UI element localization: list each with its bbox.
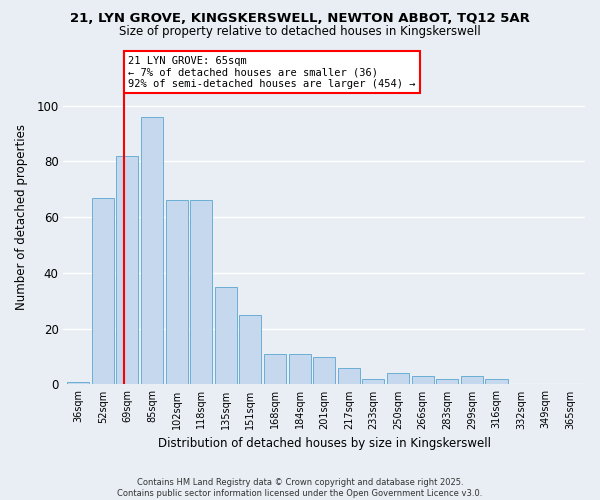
Bar	[338, 368, 360, 384]
Text: 21, LYN GROVE, KINGSKERSWELL, NEWTON ABBOT, TQ12 5AR: 21, LYN GROVE, KINGSKERSWELL, NEWTON ABB…	[70, 12, 530, 26]
Y-axis label: Number of detached properties: Number of detached properties	[15, 124, 28, 310]
Bar	[461, 376, 483, 384]
Bar	[387, 374, 409, 384]
Bar	[436, 379, 458, 384]
Text: Contains HM Land Registry data © Crown copyright and database right 2025.
Contai: Contains HM Land Registry data © Crown c…	[118, 478, 482, 498]
Bar	[141, 117, 163, 384]
Bar	[264, 354, 286, 384]
Bar	[239, 315, 262, 384]
Text: 21 LYN GROVE: 65sqm
← 7% of detached houses are smaller (36)
92% of semi-detache: 21 LYN GROVE: 65sqm ← 7% of detached hou…	[128, 56, 416, 89]
Bar	[289, 354, 311, 384]
Bar	[166, 200, 188, 384]
Bar	[67, 382, 89, 384]
Bar	[485, 379, 508, 384]
X-axis label: Distribution of detached houses by size in Kingskerswell: Distribution of detached houses by size …	[158, 437, 491, 450]
Bar	[116, 156, 139, 384]
Bar	[412, 376, 434, 384]
Bar	[215, 287, 237, 384]
Bar	[190, 200, 212, 384]
Bar	[313, 356, 335, 384]
Text: Size of property relative to detached houses in Kingskerswell: Size of property relative to detached ho…	[119, 25, 481, 38]
Bar	[92, 198, 114, 384]
Bar	[362, 379, 385, 384]
